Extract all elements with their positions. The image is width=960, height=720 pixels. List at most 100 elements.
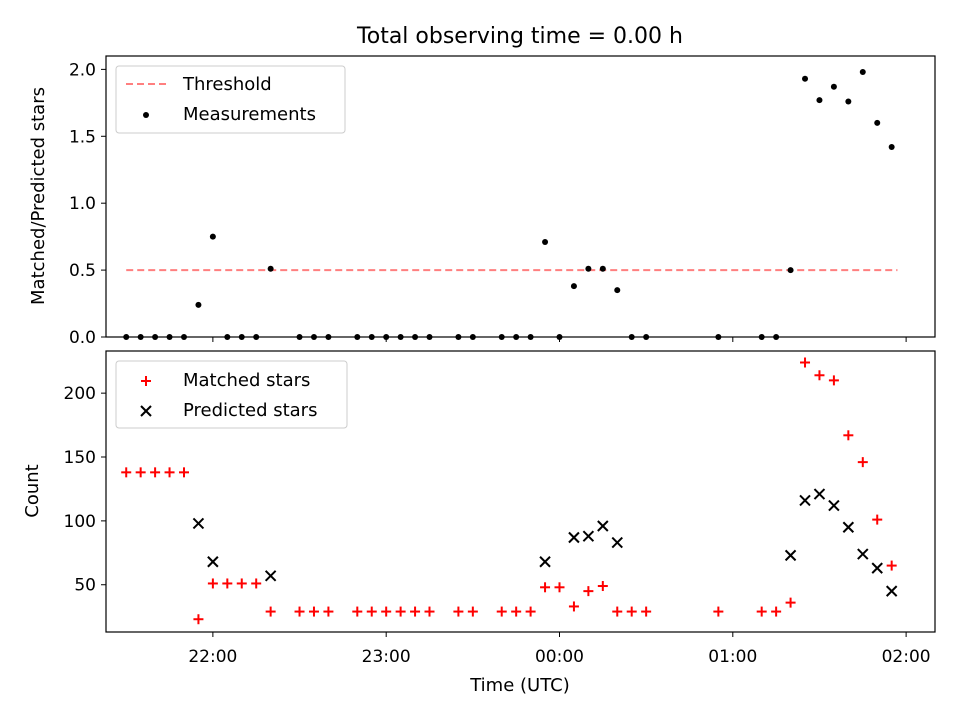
top-y-tick-label: 0.5 xyxy=(69,261,96,281)
matched-star-point xyxy=(828,375,839,386)
matched-star-point xyxy=(193,614,204,625)
measurement-point xyxy=(542,238,549,245)
top-legend-box xyxy=(115,65,346,134)
predicted-legend-label: Predicted stars xyxy=(183,400,317,421)
measurement-point xyxy=(195,301,202,308)
chart-title: Total observing time = 0.00 h xyxy=(356,24,683,49)
matched-star-point xyxy=(626,606,637,617)
measurement-point xyxy=(802,75,809,82)
predicted-legend-swatch xyxy=(140,405,152,417)
matched-star-point xyxy=(597,581,608,592)
predicted-star-point xyxy=(871,562,883,574)
x-tick-label: 00:00 xyxy=(535,647,584,667)
matched-star-point xyxy=(236,578,247,589)
predicted-star-point xyxy=(582,530,595,542)
top-plot-frame xyxy=(105,55,936,338)
bottom-legend-box xyxy=(115,360,348,429)
bottom-plot-frame xyxy=(105,350,936,633)
predicted-star-point xyxy=(842,521,855,533)
measurements-legend-label: Measurements xyxy=(183,104,316,125)
matched-star-point xyxy=(525,606,536,617)
predicted-star-point-b xyxy=(871,562,883,574)
matched-star-point xyxy=(857,457,868,468)
measurement-point xyxy=(614,287,621,294)
predicted-star-point-b xyxy=(568,531,580,544)
predicted-star-point xyxy=(799,494,811,507)
matched-star-point xyxy=(800,357,811,368)
matched-star-point xyxy=(583,586,594,597)
x-tick-label: 22:00 xyxy=(188,647,237,667)
threshold-legend-label: Threshold xyxy=(182,74,272,95)
predicted-star-point xyxy=(568,531,580,544)
predicted-star-point-b xyxy=(207,556,219,568)
top-y-tick-label: 1.5 xyxy=(69,127,96,147)
matched-star-point xyxy=(453,606,464,617)
predicted-star-point xyxy=(885,585,898,597)
top-y-tick-label: 2.0 xyxy=(69,60,96,80)
matched-star-point xyxy=(381,606,392,617)
matched-star-point xyxy=(265,606,276,617)
matched-star-point xyxy=(496,606,507,617)
bottom-legend: Matched stars Predicted stars xyxy=(115,360,348,429)
matched-star-point xyxy=(395,606,406,617)
matched-star-point xyxy=(886,560,897,571)
predicted-star-point-b xyxy=(813,488,826,500)
predicted-star-point-b xyxy=(192,517,205,530)
predicted-star-point xyxy=(857,548,869,560)
measurement-point xyxy=(874,119,881,126)
measurement-point xyxy=(599,265,606,272)
predicted-star-point xyxy=(207,556,219,568)
measurement-point xyxy=(585,265,592,272)
predicted-star-point xyxy=(784,549,797,562)
matched-star-point xyxy=(164,467,175,478)
predicted-star-point xyxy=(597,520,609,532)
matched-star-point xyxy=(511,606,522,617)
measurement-point xyxy=(570,283,577,290)
predicted-star-point xyxy=(192,517,205,530)
predicted-star-point-b xyxy=(597,520,609,532)
predicted-star-point-b xyxy=(828,499,840,512)
bottom-y-tick-label: 200 xyxy=(64,384,96,404)
measurement-point xyxy=(888,143,895,150)
measurement-point xyxy=(267,265,274,272)
predicted-star-point-b xyxy=(799,494,811,507)
bottom-y-tick-label: 50 xyxy=(74,576,96,596)
matched-star-point xyxy=(554,582,565,593)
x-tick-label: 01:00 xyxy=(708,647,757,667)
predicted-star-point xyxy=(813,488,826,500)
bottom-panel: 50 100 150 200 22:00 23:00 00:00 01:00 02:00 Matc… xyxy=(64,350,936,667)
measurement-point xyxy=(845,98,852,105)
predicted-star-point-b xyxy=(539,556,551,568)
matched-star-point xyxy=(366,606,377,617)
matched-legend-swatch xyxy=(141,376,151,386)
matched-star-point xyxy=(785,597,796,608)
predicted-star-point-b xyxy=(857,548,869,560)
matched-star-point xyxy=(251,578,262,589)
predicted-star-point xyxy=(539,556,551,568)
x-axis-label: Time (UTC) xyxy=(469,675,570,696)
matched-star-point xyxy=(568,601,579,612)
bottom-y-tick-label: 150 xyxy=(64,448,96,468)
matched-star-point xyxy=(843,430,854,441)
top-y-tick-label: 0.0 xyxy=(69,328,96,348)
matched-star-point xyxy=(294,606,305,617)
predicted-star-point-b xyxy=(264,570,277,582)
matched-star-point xyxy=(135,467,146,478)
matched-star-point xyxy=(713,606,724,617)
predicted-star-point-b xyxy=(842,521,855,533)
top-y-axis-label: Matched/Predicted stars xyxy=(28,87,49,305)
measurements-legend-swatch xyxy=(143,112,149,118)
matched-star-point xyxy=(756,606,767,617)
matched-legend-label: Matched stars xyxy=(183,370,310,391)
bottom-y-axis-label: Count xyxy=(22,464,43,517)
matched-star-point xyxy=(424,606,435,617)
measurement-point xyxy=(859,69,866,76)
matched-star-point xyxy=(121,467,132,478)
measurement-point xyxy=(209,233,216,240)
matched-star-point xyxy=(323,606,334,617)
matched-star-point xyxy=(207,578,218,589)
measurement-point xyxy=(816,97,823,104)
predicted-star-point xyxy=(611,536,623,549)
measurement-point xyxy=(787,267,794,274)
